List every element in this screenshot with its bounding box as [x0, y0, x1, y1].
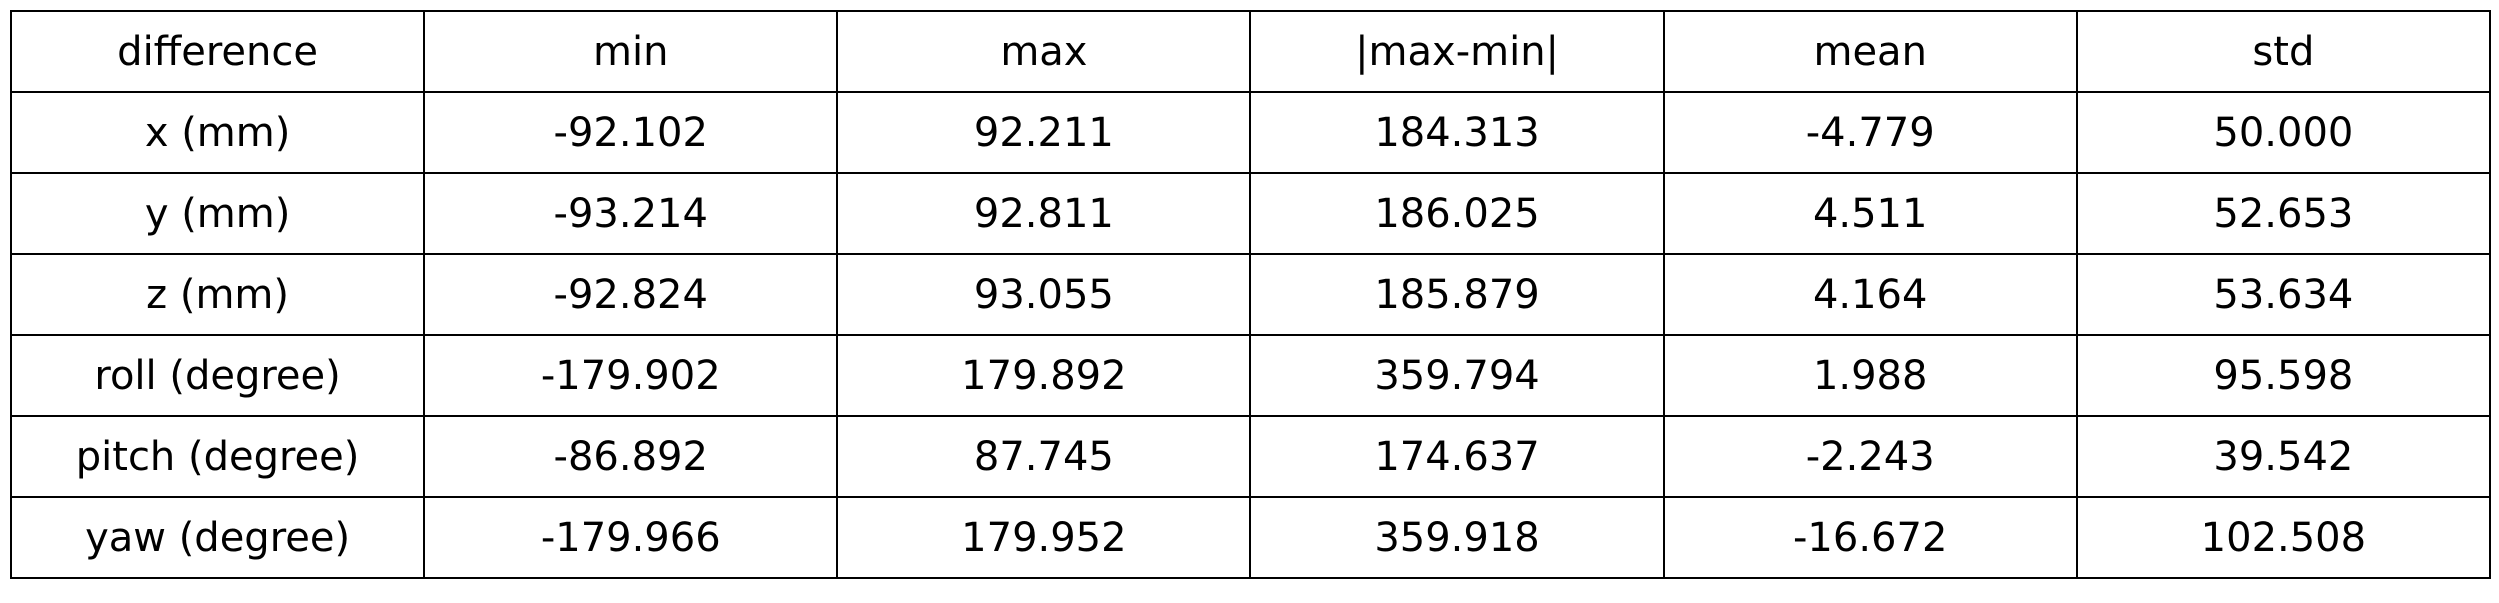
table-cell: -92.102 [423, 91, 839, 174]
table-row: x (mm) -92.102 92.211 184.313 -4.779 50.… [9, 91, 2492, 174]
table-cell: 53.634 [2075, 253, 2492, 336]
table-cell: 93.055 [836, 253, 1252, 336]
table-cell: 185.879 [1249, 253, 1665, 336]
table-cell: 184.313 [1249, 91, 1665, 174]
table-cell: -93.214 [423, 172, 839, 255]
table-cell: 92.211 [836, 91, 1252, 174]
table-cell: 179.892 [836, 334, 1252, 417]
header-cell-mean: mean [1662, 10, 2078, 93]
header-cell-difference: difference [9, 10, 426, 93]
table-cell: -2.243 [1662, 415, 2078, 498]
row-label: z (mm) [9, 253, 426, 336]
row-label: pitch (degree) [9, 415, 426, 498]
table-cell: 102.508 [2075, 496, 2492, 579]
table-cell: 87.745 [836, 415, 1252, 498]
table-body: x (mm) -92.102 92.211 184.313 -4.779 50.… [9, 91, 2492, 579]
table-row: yaw (degree) -179.966 179.952 359.918 -1… [9, 496, 2492, 579]
table-cell: 4.511 [1662, 172, 2078, 255]
table-cell: 95.598 [2075, 334, 2492, 417]
table-cell: -179.902 [423, 334, 839, 417]
table-cell: 92.811 [836, 172, 1252, 255]
table-cell: -86.892 [423, 415, 839, 498]
table-row: roll (degree) -179.902 179.892 359.794 1… [9, 334, 2492, 417]
statistics-table: difference min max |max-min| mean std x … [9, 10, 2492, 579]
table-row: pitch (degree) -86.892 87.745 174.637 -2… [9, 415, 2492, 498]
table-cell: 1.988 [1662, 334, 2078, 417]
table-cell: 50.000 [2075, 91, 2492, 174]
table-cell: 179.952 [836, 496, 1252, 579]
table-cell: 4.164 [1662, 253, 2078, 336]
header-row: difference min max |max-min| mean std [9, 10, 2492, 93]
table-row: y (mm) -93.214 92.811 186.025 4.511 52.6… [9, 172, 2492, 255]
row-label: yaw (degree) [9, 496, 426, 579]
table-cell: -4.779 [1662, 91, 2078, 174]
table-header: difference min max |max-min| mean std [9, 10, 2492, 93]
table-cell: 359.794 [1249, 334, 1665, 417]
table-cell: -16.672 [1662, 496, 2078, 579]
table-container: difference min max |max-min| mean std x … [9, 10, 2492, 579]
header-cell-min: min [423, 10, 839, 93]
table-cell: 186.025 [1249, 172, 1665, 255]
row-label: x (mm) [9, 91, 426, 174]
header-cell-std: std [2075, 10, 2492, 93]
table-cell: -179.966 [423, 496, 839, 579]
table-row: z (mm) -92.824 93.055 185.879 4.164 53.6… [9, 253, 2492, 336]
table-cell: 39.542 [2075, 415, 2492, 498]
header-cell-max: max [836, 10, 1252, 93]
table-cell: 174.637 [1249, 415, 1665, 498]
table-cell: -92.824 [423, 253, 839, 336]
table-cell: 359.918 [1249, 496, 1665, 579]
row-label: roll (degree) [9, 334, 426, 417]
row-label: y (mm) [9, 172, 426, 255]
header-cell-range: |max-min| [1249, 10, 1665, 93]
table-cell: 52.653 [2075, 172, 2492, 255]
